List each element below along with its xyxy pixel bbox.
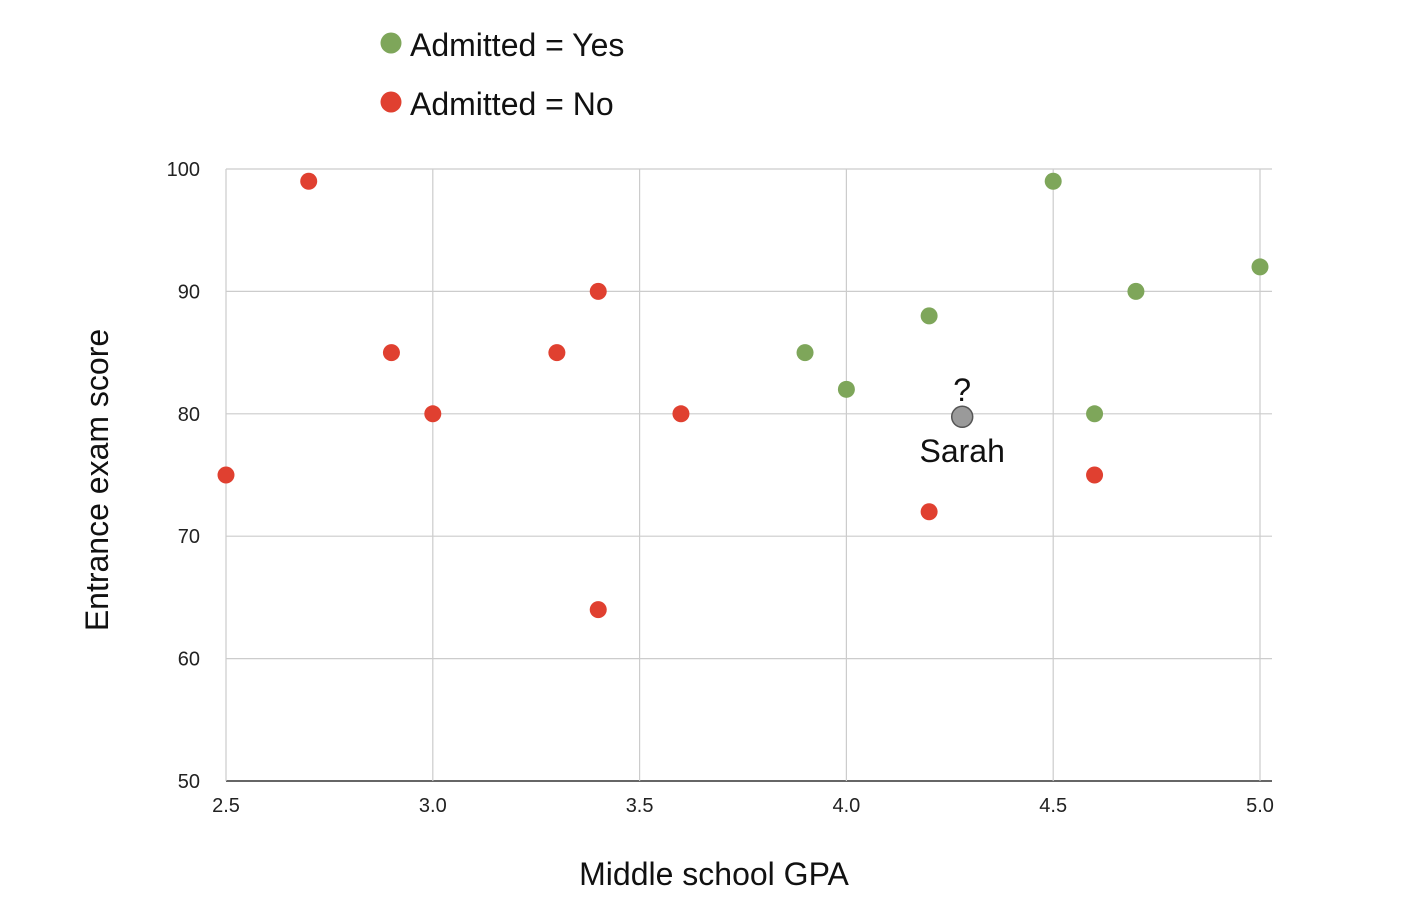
annotations: ? Sarah (920, 372, 1005, 469)
y-tick-label: 80 (178, 404, 200, 426)
annotation-marker: ? (953, 372, 971, 408)
y-tick-label: 70 (178, 526, 200, 548)
data-point (300, 172, 318, 190)
data-point (589, 282, 607, 300)
tick-labels: 50 60 70 80 90 100 2.5 3.0 3.5 4.0 4.5 5.0 (167, 159, 1274, 817)
x-tick-label: 4.0 (832, 795, 860, 817)
y-tick-label: 90 (178, 281, 200, 303)
data-point (1086, 466, 1104, 484)
x-axis-title: Middle school GPA (579, 856, 849, 892)
annotation-point (950, 405, 974, 429)
data-point (589, 601, 607, 619)
x-tick-label: 5.0 (1246, 795, 1274, 817)
legend-label: Admitted = Yes (410, 27, 624, 63)
data-point (217, 466, 235, 484)
data-point (424, 405, 442, 423)
data-point (796, 344, 814, 362)
data-point (1251, 258, 1269, 276)
legend-label: Admitted = No (410, 86, 614, 122)
data-point (1044, 172, 1062, 190)
x-tick-label: 2.5 (212, 795, 240, 817)
y-tick-label: 100 (167, 159, 200, 181)
data-point (837, 380, 855, 398)
legend-swatch (380, 32, 402, 54)
legend: Admitted = Yes Admitted = No (380, 27, 624, 122)
y-axis-title: Entrance exam score (79, 329, 115, 631)
data-points (217, 172, 1269, 619)
x-tick-label: 3.5 (626, 795, 654, 817)
y-tick-label: 60 (178, 649, 200, 671)
data-point (382, 344, 400, 362)
data-point (1086, 405, 1104, 423)
data-point (672, 405, 690, 423)
grid-lines (225, 168, 1272, 782)
annotation-label: Sarah (920, 433, 1005, 469)
data-point (548, 344, 566, 362)
x-tick-label: 4.5 (1039, 795, 1067, 817)
legend-swatch (380, 91, 402, 113)
data-point (920, 503, 938, 521)
data-point (1127, 282, 1145, 300)
data-point (920, 307, 938, 325)
x-tick-label: 3.0 (419, 795, 447, 817)
y-tick-label: 50 (178, 771, 200, 793)
